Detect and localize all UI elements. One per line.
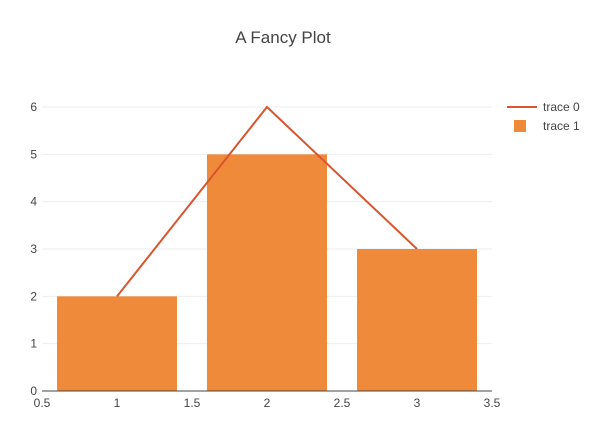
legend-item-trace-1[interactable]: trace 1 (514, 119, 580, 133)
y-tick-label: 4 (30, 195, 37, 209)
x-tick-label: 2.5 (334, 396, 351, 410)
bar[interactable] (357, 249, 477, 391)
chart-title: A Fancy Plot (235, 28, 331, 47)
line-series-trace-0[interactable] (116, 105, 418, 297)
line-series (116, 105, 418, 297)
y-tick-label: 1 (30, 337, 37, 351)
legend-label-trace-0: trace 0 (543, 100, 580, 114)
y-axis-ticks: 0 1 2 3 4 5 6 (30, 100, 37, 398)
y-tick-label: 3 (30, 242, 37, 256)
x-tick-label: 0.5 (34, 396, 51, 410)
x-tick-label: 3 (414, 396, 421, 410)
bar[interactable] (57, 296, 177, 391)
y-tick-label: 5 (30, 147, 37, 161)
y-tick-label: 0 (30, 384, 37, 398)
x-tick-label: 1.5 (184, 396, 201, 410)
bar[interactable] (207, 154, 327, 391)
y-tick-label: 2 (30, 289, 37, 303)
legend-label-trace-1: trace 1 (543, 119, 580, 133)
bars (57, 154, 477, 391)
legend-item-trace-0[interactable]: trace 0 (507, 100, 580, 114)
x-tick-label: 2 (264, 396, 271, 410)
legend[interactable]: trace 0 trace 1 (507, 100, 580, 133)
y-tick-label: 6 (30, 100, 37, 114)
x-tick-label: 3.5 (484, 396, 501, 410)
x-axis-ticks: 0.5 1 1.5 2 2.5 3 3.5 (34, 396, 501, 410)
x-tick-label: 1 (114, 396, 121, 410)
legend-swatch-bar (514, 120, 526, 132)
